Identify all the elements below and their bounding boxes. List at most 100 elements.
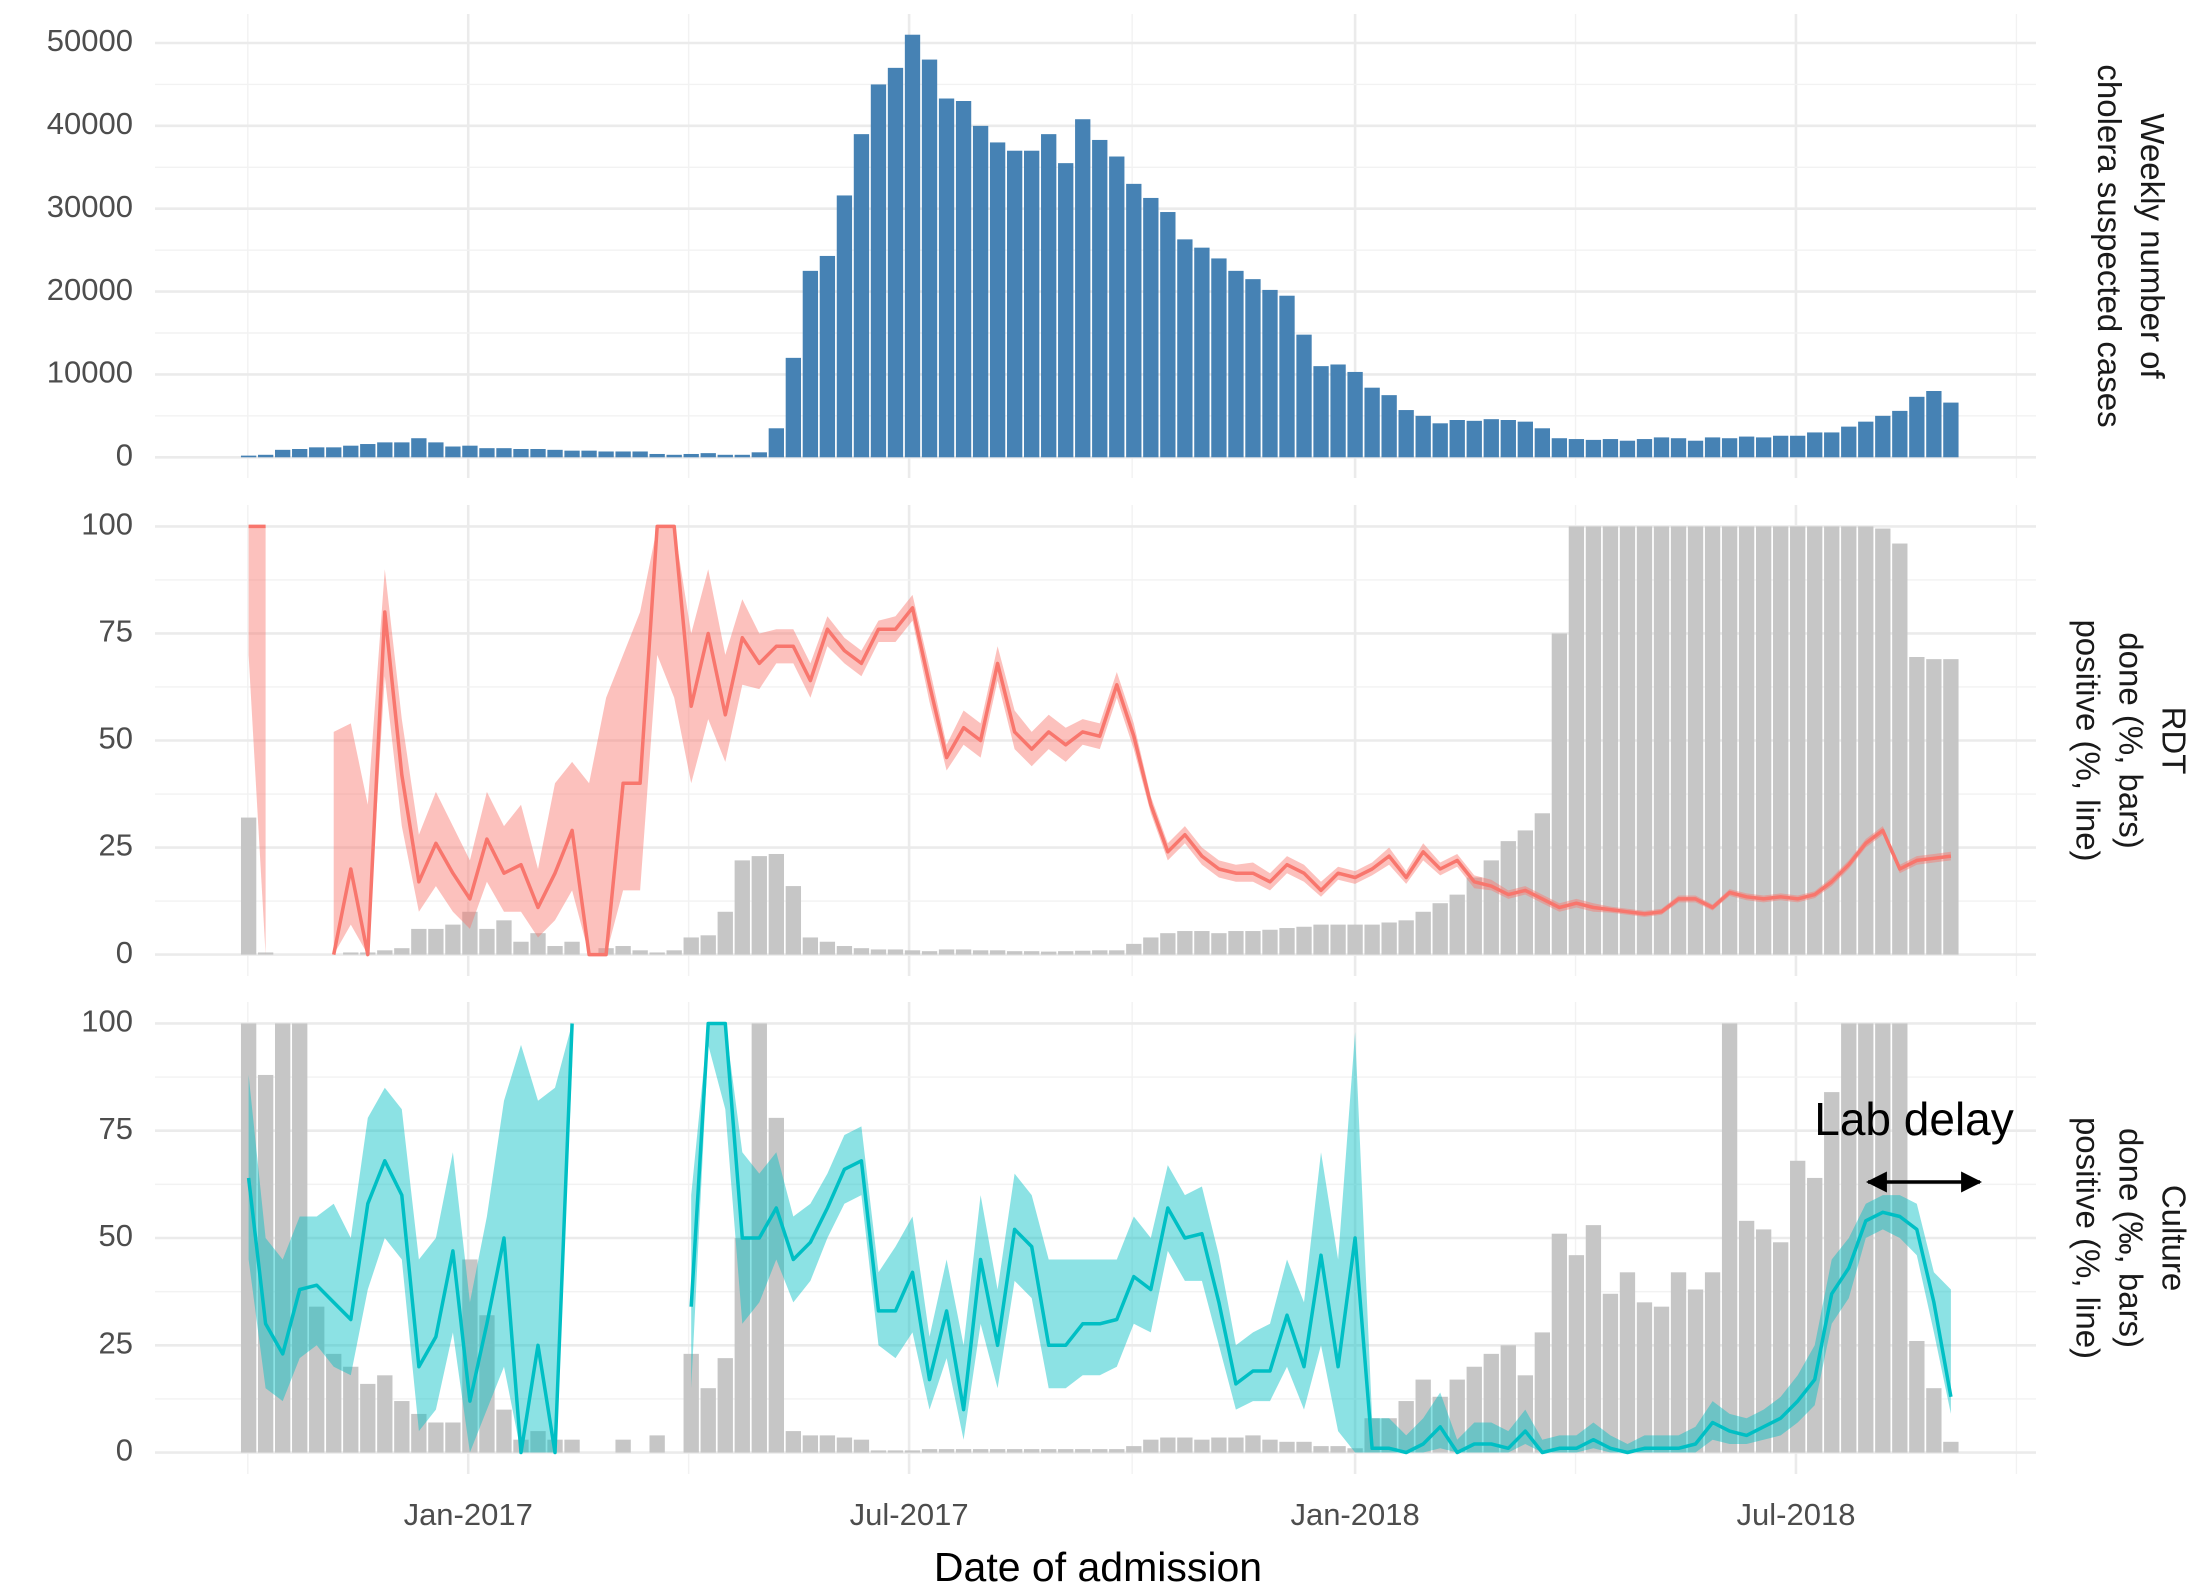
bar (1636, 439, 1653, 458)
bar (530, 449, 546, 458)
confidence-band (333, 526, 1951, 955)
bar (887, 1450, 904, 1453)
bar (1807, 526, 1823, 955)
bar (1296, 334, 1312, 458)
y-axis-title-line: positive (%, line) (2069, 1117, 2106, 1359)
bar (1534, 813, 1551, 955)
plot-area (240, 34, 1959, 1455)
y-tick-label: 50 (99, 721, 133, 756)
bar (462, 445, 478, 458)
bar (904, 950, 921, 955)
bar (377, 950, 393, 955)
bar (530, 1431, 546, 1453)
bar (887, 949, 904, 955)
bar (1500, 420, 1516, 458)
bar (836, 946, 853, 955)
bar (1602, 439, 1619, 458)
bar (1109, 950, 1125, 955)
bar (700, 453, 716, 458)
bar (1330, 364, 1346, 458)
bar (734, 860, 750, 955)
y-tick-label: 25 (99, 1325, 133, 1360)
bar (955, 1449, 972, 1453)
bar (1024, 1449, 1040, 1453)
bar (1636, 1302, 1653, 1453)
bar (1143, 937, 1159, 955)
y-axis-title-line: positive (%, line) (2069, 619, 2106, 861)
bar (921, 951, 938, 955)
bar (1841, 426, 1857, 458)
bar (1755, 1229, 1772, 1453)
bar (1143, 1439, 1159, 1453)
bar (360, 1383, 376, 1453)
bar (1585, 1225, 1602, 1453)
bar (615, 1439, 631, 1453)
bar (377, 442, 393, 458)
x-axis-title: Date of admission (934, 1544, 1262, 1588)
bar (1721, 1023, 1738, 1453)
bar (547, 449, 563, 458)
bar (1773, 1242, 1789, 1453)
confidence-band (248, 526, 266, 955)
bar (1262, 1439, 1278, 1453)
bar (1432, 1396, 1448, 1453)
bar (1824, 1092, 1840, 1453)
bar (360, 444, 376, 458)
bar (1858, 1023, 1874, 1453)
bar (1704, 526, 1721, 955)
bar (1619, 440, 1636, 458)
bar (1262, 929, 1278, 955)
y-tick-label: 40000 (47, 106, 133, 141)
bar (972, 950, 989, 955)
bar (887, 67, 904, 458)
y-axis-title-line: done (‰, bars) (2112, 1128, 2149, 1348)
bar (1551, 633, 1568, 955)
bar (1092, 950, 1108, 955)
bar (1483, 419, 1499, 458)
bar (1296, 926, 1312, 955)
bar (955, 101, 972, 458)
bar (751, 856, 767, 955)
bar (1824, 432, 1840, 458)
bar (717, 911, 733, 955)
bar (1024, 150, 1040, 458)
bar (1432, 903, 1448, 955)
y-tick-label: 0 (116, 437, 133, 472)
bar (1534, 428, 1551, 458)
bar (1466, 420, 1482, 458)
bar (394, 442, 410, 458)
y-tick-label: 30000 (47, 189, 133, 224)
bar (1006, 1449, 1023, 1453)
bar (1279, 928, 1295, 955)
bar (836, 195, 853, 458)
bar (1602, 1293, 1619, 1453)
bar (1568, 1255, 1585, 1453)
bar (1875, 1023, 1891, 1453)
bar (1619, 526, 1636, 955)
bar (785, 886, 802, 955)
y-axis-title-line: Weekly number of (2134, 113, 2171, 379)
bar (1313, 924, 1329, 955)
bar (1364, 387, 1380, 458)
bar (1773, 526, 1789, 955)
bar (1790, 435, 1806, 458)
bar (1126, 183, 1142, 458)
bar (1721, 438, 1738, 458)
bar (1670, 526, 1687, 955)
bar (1551, 1233, 1568, 1453)
bar (819, 941, 836, 955)
bar (615, 451, 631, 458)
bar (240, 1023, 257, 1453)
bar (853, 948, 870, 955)
bar (1126, 1446, 1142, 1453)
bar (1160, 1437, 1176, 1453)
bar (1194, 1439, 1210, 1453)
bar (1398, 1401, 1414, 1453)
bar (1330, 1446, 1346, 1453)
bar (309, 447, 325, 458)
bar (683, 937, 699, 955)
bar (768, 1117, 784, 1453)
